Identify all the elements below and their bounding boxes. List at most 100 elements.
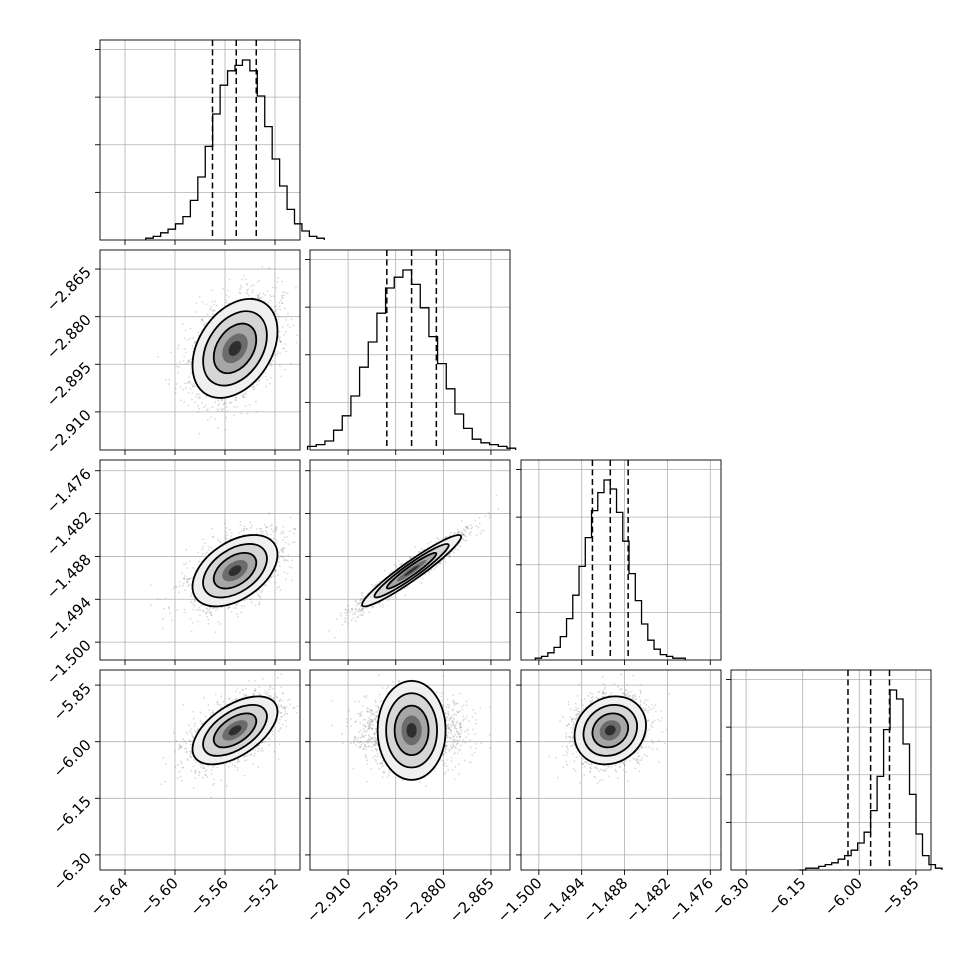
scatter-point: [168, 607, 170, 610]
scatter-point: [195, 395, 197, 398]
scatter-point: [201, 320, 204, 323]
scatter-point: [495, 494, 498, 497]
scatter-point: [204, 552, 207, 555]
scatter-point: [186, 567, 189, 570]
scatter-point: [251, 386, 254, 389]
scatter-point: [328, 629, 330, 632]
scatter-point: [186, 580, 189, 583]
scatter-point: [192, 603, 195, 606]
scatter-point: [185, 578, 188, 580]
scatter-point: [227, 606, 230, 608]
scatter-point: [210, 614, 213, 617]
scatter-point: [270, 533, 273, 536]
scatter-point: [172, 587, 175, 590]
scatter-point: [272, 575, 275, 578]
scatter-point: [287, 543, 290, 546]
scatter-point: [278, 330, 281, 333]
scatter-point: [210, 308, 213, 311]
scatter-point: [184, 575, 186, 578]
scatter-point: [224, 402, 227, 405]
scatter-point: [281, 302, 284, 305]
scatter-point: [211, 527, 214, 530]
histogram-panel: [305, 249, 517, 455]
scatter-point: [245, 528, 248, 531]
histogram-series: [799, 689, 943, 871]
x-tick-label: −6.30: [708, 874, 753, 919]
scatter-point: [183, 348, 186, 350]
scatter-point: [258, 595, 260, 598]
scatter-point: [278, 585, 281, 588]
scatter-point: [162, 627, 164, 630]
scatter-point: [170, 351, 172, 354]
scatter-point: [210, 289, 213, 292]
scatter-point: [239, 520, 242, 523]
scatter-point: [320, 332, 322, 334]
scatter-point: [281, 556, 284, 559]
scatter-point: [194, 600, 196, 602]
scatter-point: [190, 630, 193, 633]
scatter-point: [270, 523, 273, 526]
scatter-point: [275, 528, 278, 531]
scatter-point: [207, 549, 210, 552]
scatter-point: [192, 337, 194, 339]
scatter-point: [208, 308, 211, 311]
scatter-point: [247, 288, 249, 291]
scatter-point: [178, 366, 180, 369]
scatter-point: [201, 319, 204, 321]
scatter-point: [177, 371, 179, 374]
scatter-point: [183, 401, 186, 403]
panel-frame: [99, 249, 301, 451]
scatter-point: [248, 294, 250, 297]
scatter-point: [244, 396, 247, 399]
scatter-point: [201, 548, 204, 551]
scatter-point: [226, 533, 229, 536]
scatter-point: [178, 580, 181, 583]
density-shading: [191, 297, 279, 399]
scatter-point: [213, 310, 216, 312]
scatter-point: [219, 541, 222, 544]
scatter-point: [162, 607, 165, 610]
scatter-point: [276, 308, 279, 311]
scatter-point: [258, 279, 261, 282]
scatter-point: [202, 553, 204, 555]
scatter-point: [175, 383, 178, 385]
scatter-point: [225, 301, 228, 304]
scatter-point: [214, 401, 217, 404]
scatter-point: [186, 578, 189, 581]
scatter-point: [182, 360, 185, 362]
scatter-point: [190, 595, 193, 598]
scatter-point: [188, 337, 191, 340]
scatter-point: [232, 406, 235, 408]
scatter-point: [214, 300, 217, 303]
scatter-point: [225, 416, 228, 419]
density-level: [228, 340, 242, 356]
scatter-point: [192, 347, 195, 350]
scatter-point: [195, 301, 198, 304]
scatter-point: [159, 598, 161, 601]
scatter-point: [198, 395, 201, 398]
scatter-point: [193, 601, 196, 604]
y-tick-label: −1.476: [43, 465, 95, 517]
scatter-point: [355, 604, 358, 607]
scatter-point: [188, 578, 191, 581]
panel-frame: [99, 459, 301, 661]
scatter-point: [217, 621, 220, 623]
scatter-point: [277, 318, 280, 321]
scatter-point: [192, 608, 195, 611]
scatter-point: [256, 293, 259, 296]
scatter-point: [265, 532, 268, 535]
scatter-point: [202, 545, 204, 548]
scatter-point: [458, 531, 461, 534]
scatter-point: [278, 551, 281, 554]
scatter-point: [284, 541, 287, 544]
scatter-point: [228, 296, 230, 299]
panel-frame: [730, 669, 932, 871]
scatter-point: [285, 535, 288, 538]
scatter-point: [224, 535, 227, 537]
scatter-point: [174, 585, 177, 588]
scatter-point: [185, 562, 187, 565]
scatter-point: [243, 274, 245, 277]
scatter-point: [294, 527, 297, 530]
panel-frame: [520, 459, 722, 661]
scatter-point: [288, 566, 291, 568]
